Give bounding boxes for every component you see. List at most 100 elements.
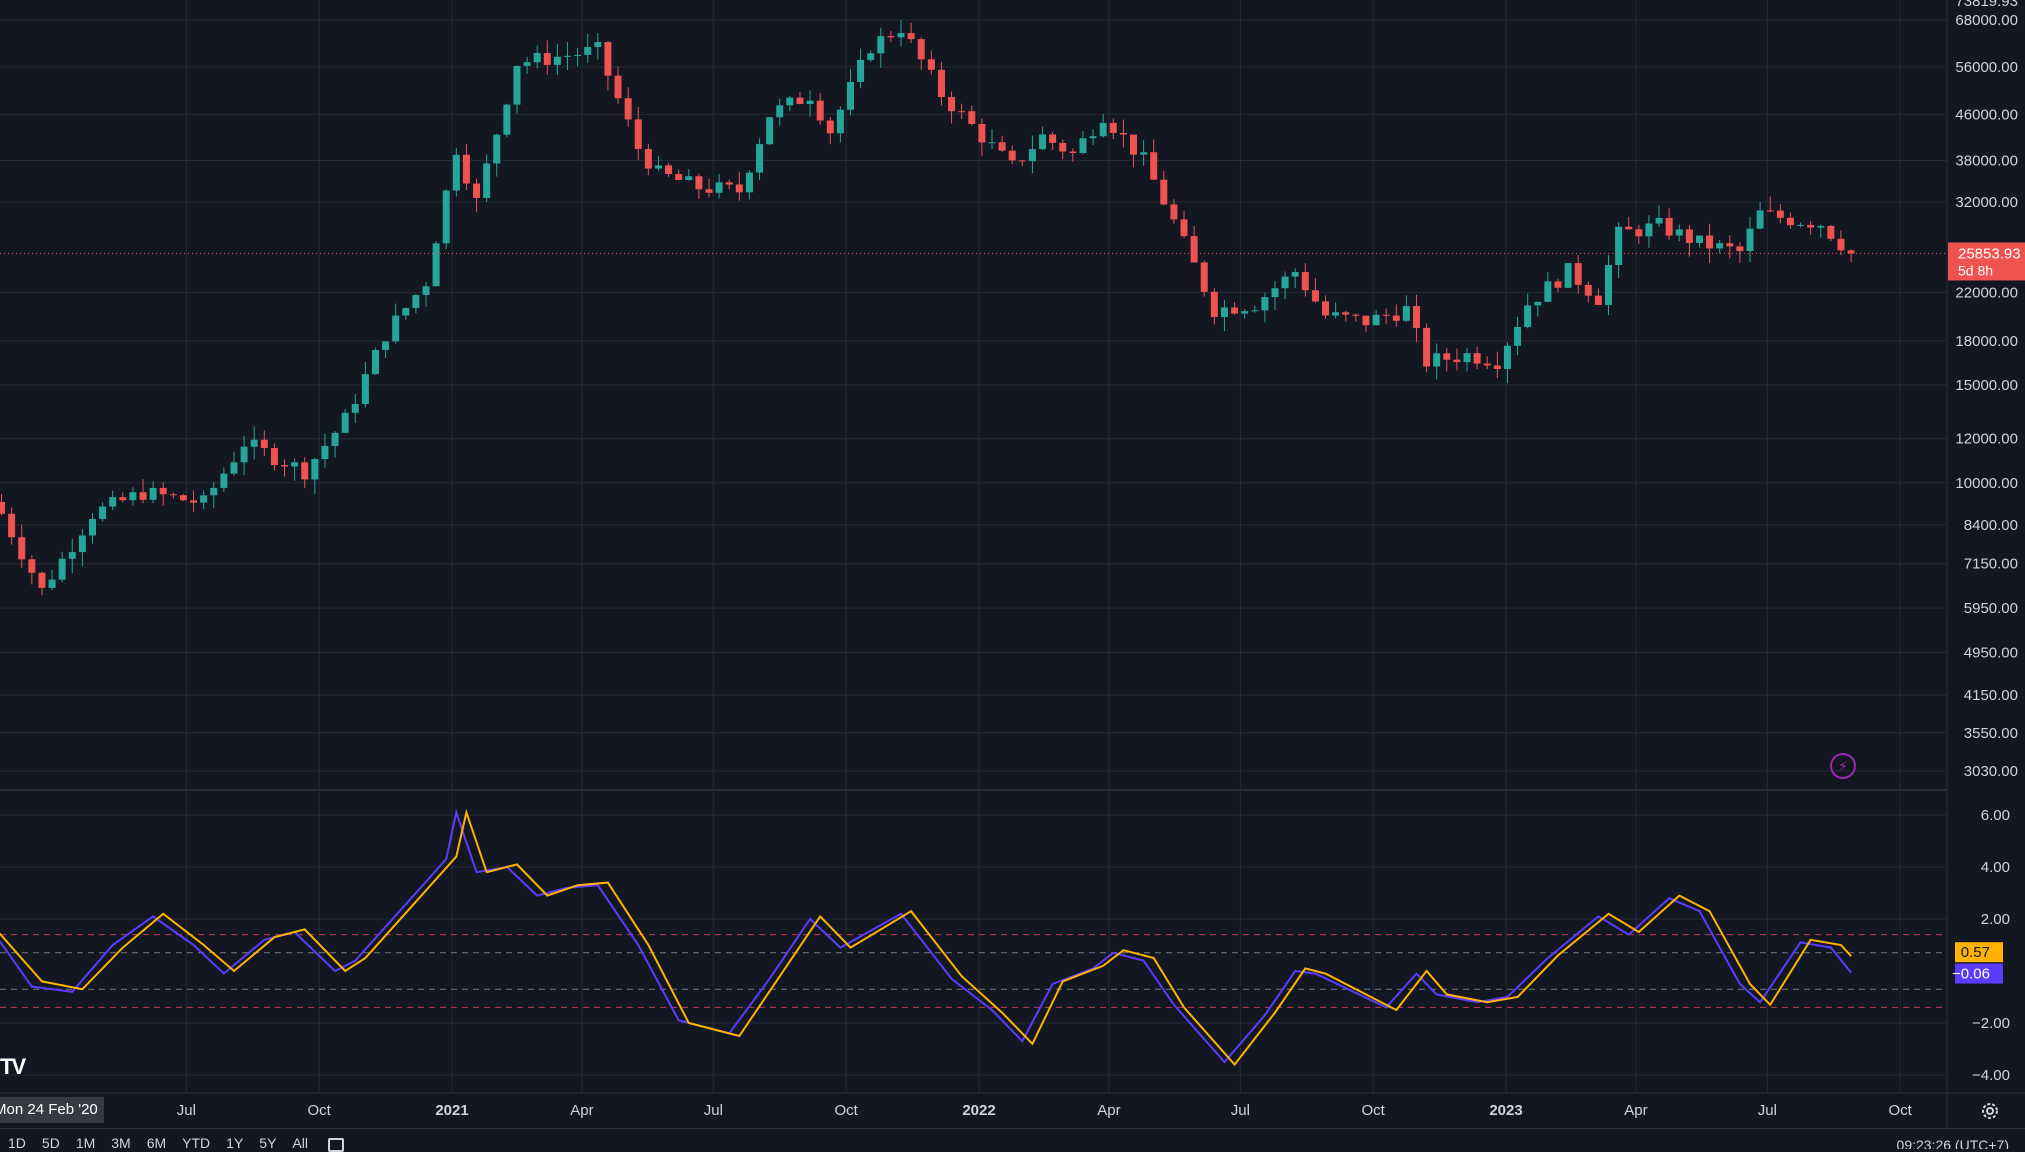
range-button-6m[interactable]: 6M xyxy=(146,1135,167,1149)
candle-body xyxy=(1089,136,1097,139)
gear-icon[interactable] xyxy=(1979,1100,2001,1122)
candle-body xyxy=(725,182,733,185)
candle-body xyxy=(816,100,824,121)
candle-body xyxy=(1483,363,1491,366)
range-button-1m[interactable]: 1M xyxy=(75,1135,96,1149)
chart-canvas[interactable]: 68000.00 56000.00 46000.00 38000.00 32000.00… xyxy=(0,0,2025,1128)
candle-body xyxy=(442,190,450,244)
candle-body xyxy=(644,149,652,169)
price-tick-label: 4150.00 xyxy=(1964,687,2018,704)
price-tick-label: 8400.00 xyxy=(1964,517,2018,534)
candle-body xyxy=(1291,272,1299,277)
range-button-ytd[interactable]: YTD xyxy=(182,1135,211,1149)
candle-body xyxy=(968,111,976,124)
candle-body xyxy=(1109,122,1117,133)
candle-body xyxy=(695,176,703,190)
bottom-toolbar: 1D 5D 1M 3M 6M YTD 1Y 5Y All 09:23:26 (UTC+7) xyxy=(0,1128,2025,1152)
candle-body xyxy=(149,487,157,500)
candle-body xyxy=(301,462,309,480)
price-tick-label: 56000.00 xyxy=(1955,59,2018,76)
candle-body xyxy=(119,497,127,501)
candle-body xyxy=(1099,122,1107,137)
candle-body xyxy=(705,189,713,193)
candle-body xyxy=(1079,138,1087,154)
candle-body xyxy=(1018,160,1026,162)
candle-body xyxy=(1766,210,1774,212)
osc-line-yellow xyxy=(0,808,1852,1067)
candle-body xyxy=(1322,301,1330,316)
price-tick-label: 18000.00 xyxy=(1955,333,2018,350)
range-button-3m[interactable]: 3M xyxy=(111,1135,131,1149)
candle-body xyxy=(382,341,390,351)
candle-body xyxy=(483,163,491,198)
candle-body xyxy=(1119,132,1127,135)
range-button-1y[interactable]: 1Y xyxy=(226,1135,244,1149)
candle-body xyxy=(321,445,329,460)
candle-body xyxy=(371,350,379,375)
osc-value-tag xyxy=(1955,942,2003,963)
candle-body xyxy=(452,154,460,191)
candle-body xyxy=(857,59,865,82)
candle-body xyxy=(473,183,481,198)
candle-body xyxy=(109,497,117,507)
candle-body xyxy=(1726,243,1734,247)
candle-body xyxy=(48,579,56,588)
price-tick-label: 3030.00 xyxy=(1964,763,2018,780)
candle-body xyxy=(1453,359,1461,363)
candle-body xyxy=(230,462,238,474)
candle-body xyxy=(1645,223,1653,237)
candle-body xyxy=(190,500,198,503)
candle-body xyxy=(1736,246,1744,252)
range-button-all[interactable]: All xyxy=(292,1135,308,1149)
candle-body xyxy=(68,552,76,559)
candle-body xyxy=(1716,243,1724,249)
candle-body xyxy=(291,462,299,467)
candle-body xyxy=(1514,327,1522,346)
candle-body xyxy=(1817,225,1825,228)
range-button-5y[interactable]: 5Y xyxy=(259,1135,277,1149)
lightning-icon[interactable]: ⚡ xyxy=(1830,753,1856,779)
tradingview-logo[interactable]: TV xyxy=(0,1054,26,1079)
candle-body xyxy=(78,535,86,553)
osc-tick-label: 6.00 xyxy=(1981,807,2010,824)
price-tick-label: 7150.00 xyxy=(1964,556,2018,573)
candle-body xyxy=(917,39,925,60)
time-label: Apr xyxy=(570,1102,593,1119)
candle-body xyxy=(1756,210,1764,229)
candle-body xyxy=(715,182,723,193)
candle-body xyxy=(927,59,935,70)
candle-body xyxy=(1544,281,1552,302)
candle-body xyxy=(402,308,410,316)
candle-body xyxy=(1129,134,1137,155)
range-button-1d[interactable]: 1D xyxy=(8,1135,26,1149)
candle-body xyxy=(1635,229,1643,237)
calendar-icon[interactable] xyxy=(327,1138,344,1152)
candle-body xyxy=(1524,305,1532,328)
candle-body xyxy=(1574,263,1582,285)
price-axis[interactable]: 68000.00 56000.00 46000.00 38000.00 32000.00… xyxy=(1948,0,2025,1084)
candle-body xyxy=(1584,284,1592,296)
candle-body xyxy=(1231,307,1239,314)
candle-body xyxy=(553,56,561,65)
range-button-5d[interactable]: 5D xyxy=(41,1135,60,1149)
candle-body xyxy=(1797,224,1805,226)
candle-body xyxy=(220,473,228,488)
candle-body xyxy=(796,97,804,104)
candle-body xyxy=(159,487,167,495)
candle-body xyxy=(1807,224,1815,228)
candle-body xyxy=(1594,295,1602,305)
candle-body xyxy=(1615,226,1623,266)
candle-body xyxy=(624,98,632,120)
candle-body xyxy=(826,120,834,134)
candle-body xyxy=(422,286,430,296)
candle-body xyxy=(1706,235,1714,249)
candle-body xyxy=(948,97,956,112)
time-axis[interactable]: Jul Oct 2021 Apr Jul Oct 2022 Apr Jul Oct 2023 Apr J… xyxy=(177,1102,1913,1119)
time-label: Oct xyxy=(1361,1102,1385,1119)
candle-body xyxy=(978,123,986,143)
candle-body xyxy=(331,432,339,446)
candle-body xyxy=(543,53,551,65)
candle-body xyxy=(1271,288,1279,298)
time-label: Jul xyxy=(1758,1102,1777,1119)
candle-body xyxy=(361,374,369,405)
